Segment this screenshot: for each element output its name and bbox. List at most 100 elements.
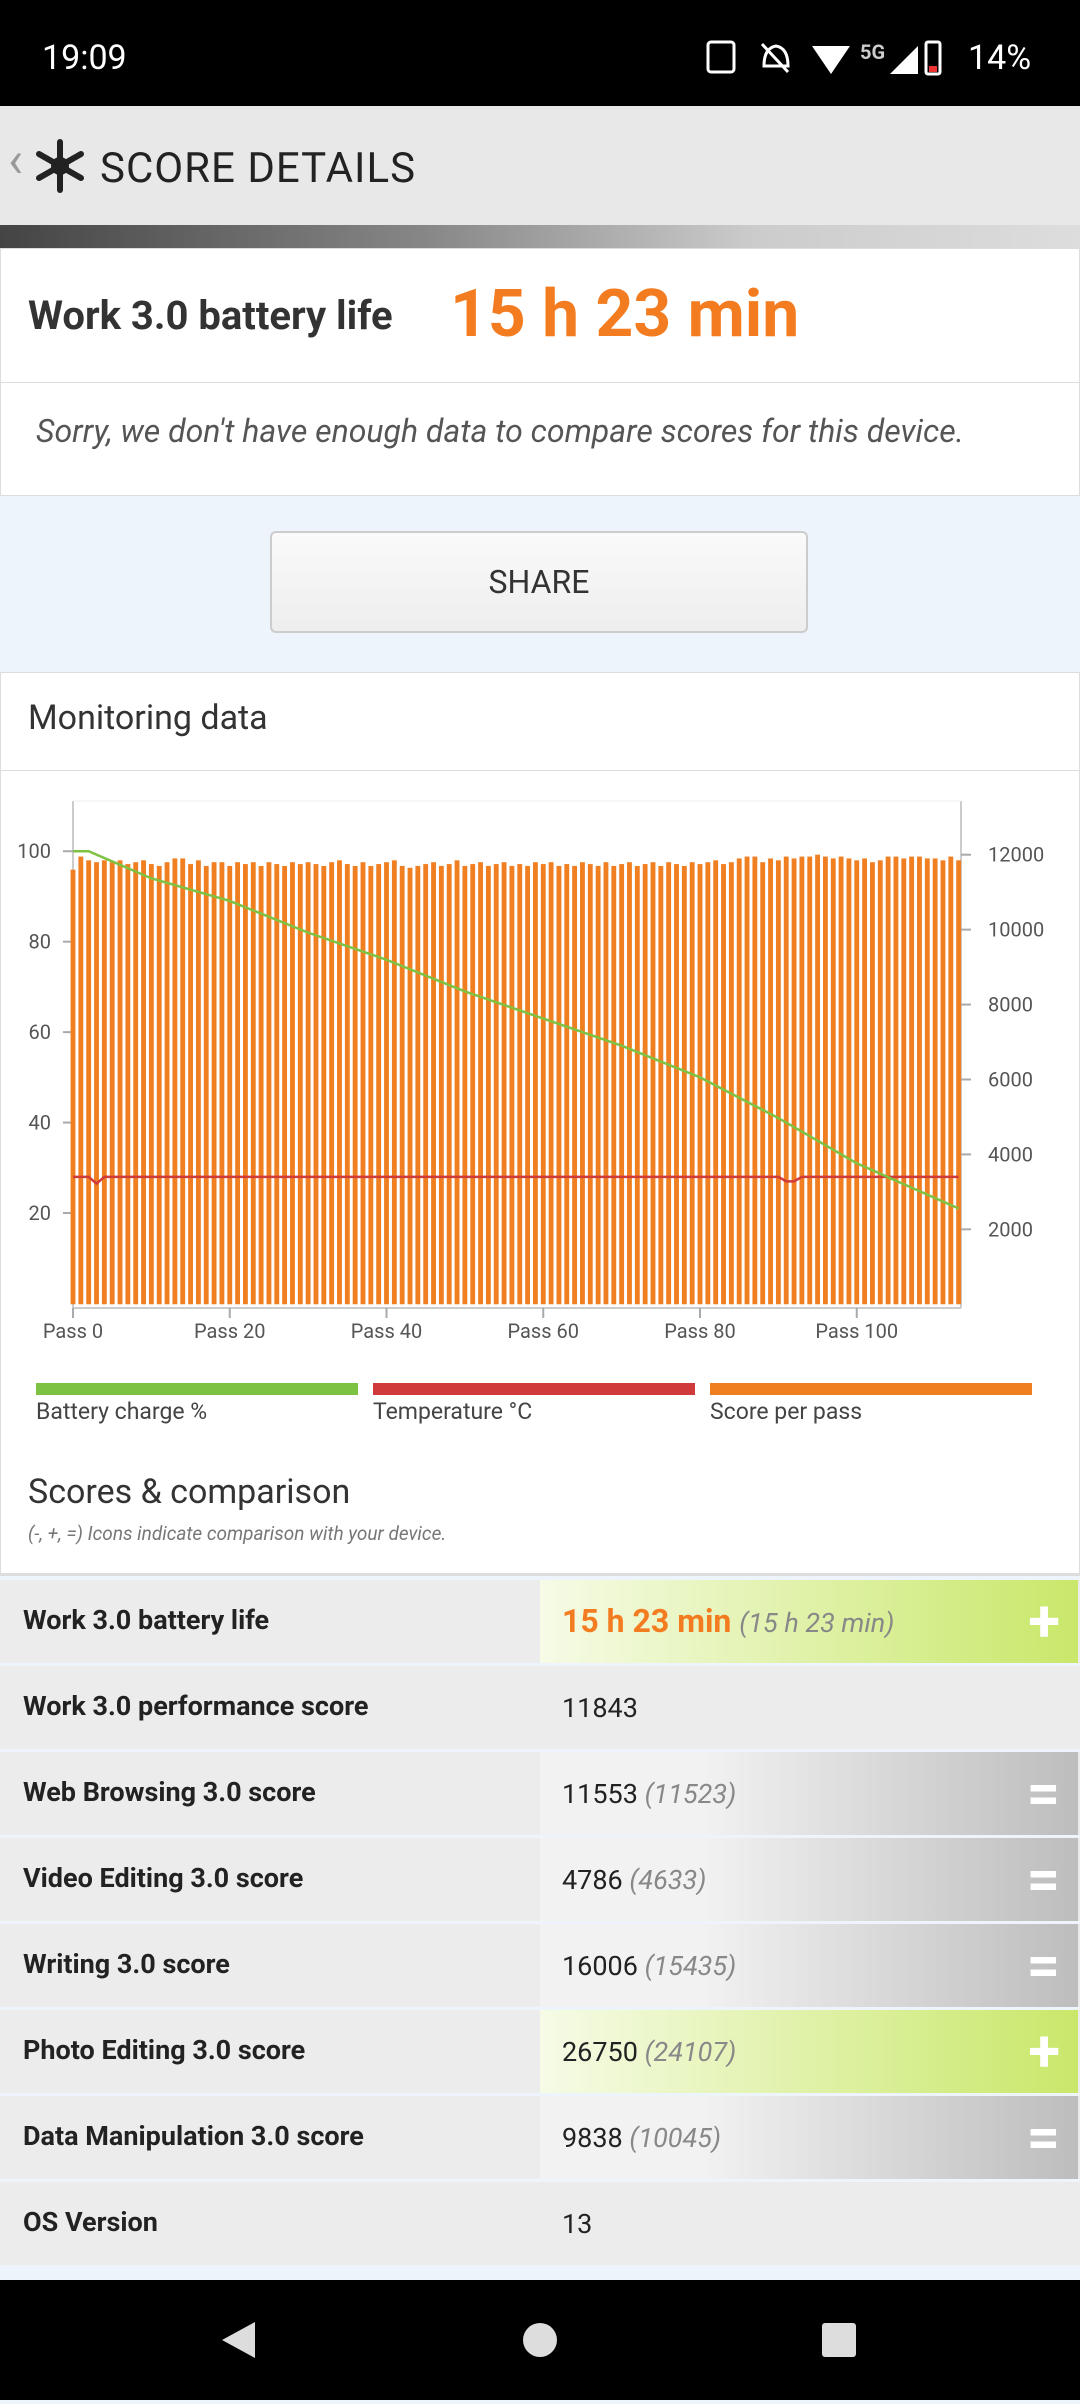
bar — [478, 862, 483, 1305]
bar — [666, 862, 672, 1305]
line — [73, 1175, 959, 1186]
y-tick-label: 40 — [29, 1111, 51, 1135]
score-row: OS Version 13 — [0, 2182, 1080, 2265]
bar — [744, 856, 750, 1305]
value: 9838 — [562, 2122, 623, 2154]
bar — [78, 856, 84, 1305]
y2-tick-label: 4000 — [988, 1142, 1033, 1166]
bar — [329, 862, 335, 1305]
y-tick-label: 60 — [29, 1020, 51, 1044]
value: 11843 — [562, 1692, 638, 1724]
network-type: 5G — [860, 40, 886, 64]
bar — [799, 856, 805, 1305]
recents-nav[interactable] — [822, 2323, 856, 2357]
note-card — [0, 382, 1080, 496]
bar — [415, 865, 421, 1305]
reference: (15435) — [644, 1950, 737, 1982]
bar — [736, 858, 742, 1305]
bar — [674, 864, 679, 1305]
legend-swatch — [36, 1383, 358, 1395]
bar — [572, 865, 578, 1305]
bar — [462, 865, 468, 1305]
row-cell: 11553 (11523) = — [540, 1752, 1078, 1835]
share-button[interactable]: SHARE — [270, 531, 808, 633]
bar — [713, 860, 719, 1305]
monitoring-title: Monitoring data — [28, 698, 268, 738]
legend-swatch — [373, 1383, 695, 1395]
reference: (10045) — [629, 2122, 722, 2154]
bar — [431, 862, 436, 1305]
row-label: Photo Editing 3.0 score — [23, 2034, 306, 2066]
home-nav[interactable] — [523, 2323, 557, 2357]
result-note: Sorry, we don't have enough data to comp… — [36, 412, 964, 450]
bar — [180, 858, 186, 1305]
bar — [580, 862, 585, 1305]
score-row: Writing 3.0 score 16006 (15435) = — [0, 1924, 1080, 2007]
app-header: ‹ SCORE DETAILS — [0, 106, 1080, 225]
bar — [384, 862, 389, 1305]
bar — [94, 862, 99, 1305]
bar — [376, 864, 382, 1305]
bar — [956, 860, 962, 1305]
bar — [627, 862, 632, 1305]
scores-title: Scores & comparison — [28, 1472, 351, 1512]
row-label: Web Browsing 3.0 score — [23, 1776, 316, 1808]
bar — [313, 864, 319, 1305]
bar — [901, 858, 907, 1305]
value: 4786 — [562, 1864, 623, 1896]
x-tick-label: Pass 40 — [351, 1319, 422, 1343]
bar — [391, 860, 397, 1305]
scores-note: (-, +, =) Icons indicate comparison with… — [28, 1522, 447, 1545]
x-tick-label: Pass 60 — [508, 1319, 579, 1343]
row-cell: 13 — [540, 2182, 1078, 2265]
bar — [862, 858, 868, 1305]
row-value: 16006 (15435) — [562, 1950, 736, 1982]
row-value: 4786 (4633) — [562, 1864, 706, 1896]
comparison-icon: = — [1026, 1846, 1060, 1914]
y-tick-label: 20 — [29, 1201, 51, 1225]
bar — [250, 862, 256, 1305]
bar — [235, 862, 241, 1305]
bar — [438, 865, 444, 1305]
bar — [775, 860, 781, 1305]
bar — [807, 856, 813, 1305]
y-tick-label: 80 — [29, 930, 51, 954]
row-value: 9838 (10045) — [562, 2122, 721, 2154]
bar — [470, 864, 476, 1305]
bar — [219, 862, 225, 1305]
row-value: 11843 — [562, 1692, 638, 1724]
row-label: Data Manipulation 3.0 score — [23, 2120, 364, 2152]
clock: 19:09 — [42, 38, 127, 78]
y2-tick-label: 12000 — [988, 843, 1044, 867]
bar — [768, 858, 773, 1305]
comparison-icon: + — [1028, 1588, 1060, 1656]
bar — [689, 862, 695, 1305]
bar — [164, 862, 170, 1305]
x-tick-label: Pass 20 — [194, 1319, 265, 1343]
bar — [493, 864, 499, 1305]
battery-level: 14% — [968, 38, 1032, 78]
bar — [877, 860, 883, 1305]
back-button[interactable]: ‹ — [8, 132, 24, 190]
line — [73, 849, 960, 1210]
legend-label: Battery charge % — [36, 1398, 208, 1425]
row-cell: 11843 — [540, 1666, 1078, 1749]
bar — [399, 865, 405, 1305]
bar — [634, 865, 640, 1305]
bar — [227, 865, 233, 1305]
row-cell: 9838 (10045) = — [540, 2096, 1078, 2179]
bar — [125, 864, 131, 1305]
bar — [258, 865, 264, 1305]
bar — [407, 867, 413, 1305]
bar — [893, 856, 899, 1305]
bar — [344, 864, 350, 1305]
row-label: Video Editing 3.0 score — [23, 1862, 304, 1894]
row-label: OS Version — [23, 2206, 158, 2238]
comparison-icon: + — [1028, 2018, 1060, 2086]
bar — [195, 860, 201, 1305]
bar — [728, 862, 734, 1305]
value: 11553 — [562, 1778, 638, 1810]
x-tick-label: Pass 0 — [43, 1319, 103, 1343]
bar — [917, 856, 922, 1305]
back-nav[interactable] — [222, 2322, 255, 2358]
